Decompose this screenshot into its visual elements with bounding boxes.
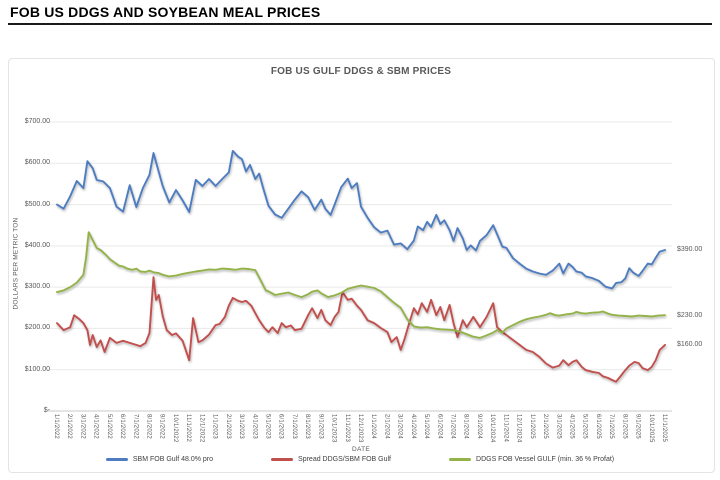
y-tick-label: $- — [43, 407, 50, 414]
x-tick-label: 6/1/2022 — [119, 414, 126, 439]
y-tick-label: $500.00 — [24, 200, 50, 208]
x-tick-label: 5/1/2025 — [581, 414, 588, 439]
x-tick-label: 5/1/2024 — [423, 414, 430, 439]
series-end-label: $390.00 — [677, 245, 703, 253]
x-tick-label: 12/1/2022 — [198, 414, 205, 443]
x-tick-label: 7/1/2024 — [449, 414, 456, 439]
legend-line-swatch — [271, 458, 294, 461]
x-tick-label: 9/1/2025 — [634, 414, 641, 439]
x-tick-label: 11/1/2024 — [502, 414, 509, 443]
series-end-label: $230.00 — [677, 312, 703, 320]
x-tick-label: 2/1/2024 — [383, 414, 390, 439]
x-tick-label: 1/1/2024 — [370, 414, 377, 439]
legend-line-swatch — [105, 458, 128, 461]
x-tick-label: 9/1/2022 — [158, 414, 165, 439]
x-tick-label: 4/1/2023 — [251, 414, 258, 439]
legend-label: SBM FOB Gulf 48.0% pro — [132, 456, 214, 463]
x-tick-label: 11/1/2023 — [343, 414, 350, 443]
legend-item: DDGS FOB Vessel GULF (min. 36 % Profat) — [449, 456, 614, 463]
y-tick-label: $600.00 — [24, 159, 50, 167]
series-line-2 — [56, 276, 666, 383]
series-line-1 — [56, 149, 666, 290]
y-tick-label: $700.00 — [24, 118, 50, 125]
x-tick-label: 3/1/2024 — [396, 414, 403, 439]
x-tick-label: 7/1/2022 — [132, 414, 139, 439]
x-tick-label: 3/1/2023 — [238, 414, 245, 439]
x-tick-label: 12/1/2024 — [515, 414, 522, 443]
x-tick-label: 4/1/2025 — [568, 414, 575, 439]
legend-label: Spread DDGS/SBM FOB Gulf — [298, 456, 392, 463]
x-tick-label: 6/1/2024 — [436, 414, 443, 439]
x-tick-label: 4/1/2024 — [409, 414, 416, 439]
x-tick-label: 1/1/2023 — [211, 414, 218, 439]
page-title: FOB US DDGS AND SOYBEAN MEAL PRICES — [10, 4, 321, 20]
legend-item: Spread DDGS/SBM FOB Gulf — [271, 456, 391, 463]
legend-label: DDGS FOB Vessel GULF (min. 36 % Profat) — [476, 456, 615, 463]
x-tick-label: 1/1/2025 — [528, 414, 535, 439]
x-tick-label: 1/1/2022 — [53, 414, 59, 439]
x-tick-label: 2/1/2022 — [66, 414, 73, 439]
x-tick-label: 10/1/2024 — [489, 414, 496, 443]
x-tick-label: 7/1/2025 — [608, 414, 615, 439]
x-tick-label: 5/1/2023 — [264, 414, 271, 439]
y-tick-label: $200.00 — [24, 324, 50, 332]
y-tick-label: $400.00 — [24, 241, 50, 249]
x-tick-label: 11/1/2025 — [661, 414, 667, 443]
x-tick-label: 8/1/2025 — [621, 414, 628, 439]
x-tick-label: 9/1/2023 — [317, 414, 324, 439]
legend-line-swatch — [449, 458, 472, 461]
x-tick-label: 6/1/2023 — [277, 414, 284, 439]
x-tick-label: 10/1/2023 — [330, 414, 337, 443]
x-tick-label: 5/1/2022 — [105, 414, 112, 439]
x-tick-label: 3/1/2022 — [79, 414, 86, 439]
y-tick-label: $300.00 — [24, 283, 50, 291]
x-tick-label: 10/1/2025 — [647, 414, 654, 443]
series-line-3 — [56, 231, 666, 339]
x-tick-label: 2/1/2023 — [224, 414, 231, 439]
x-tick-label: 6/1/2025 — [594, 414, 601, 439]
series-end-label: $160.00 — [677, 340, 703, 348]
x-tick-label: 11/1/2022 — [185, 414, 192, 443]
x-axis-title: DATE — [351, 446, 371, 453]
chart-legend: SBM FOB Gulf 48.0% pro Spread DDGS/SBM FO… — [0, 456, 720, 463]
x-tick-label: 2/1/2025 — [542, 414, 549, 439]
legend-item: SBM FOB Gulf 48.0% pro — [105, 456, 214, 463]
x-tick-label: 12/1/2023 — [357, 414, 363, 443]
chart-card — [8, 58, 715, 473]
x-tick-label: 8/1/2023 — [304, 414, 311, 439]
x-tick-label: 9/1/2024 — [475, 414, 482, 439]
x-tick-label: 3/1/2025 — [555, 414, 562, 439]
x-tick-label: 8/1/2024 — [462, 414, 469, 439]
gridlines — [47, 121, 672, 412]
y-tick-label: $100.00 — [24, 365, 50, 373]
x-tick-label: 10/1/2022 — [171, 414, 178, 443]
x-tick-label: 4/1/2022 — [92, 414, 99, 439]
x-tick-label: 8/1/2022 — [145, 414, 152, 439]
header-divider — [8, 23, 712, 25]
series-lines — [56, 149, 666, 383]
chart-title: FOB US GULF DDGS & SBM PRICES — [270, 66, 452, 77]
x-tick-label: 7/1/2023 — [290, 414, 297, 439]
